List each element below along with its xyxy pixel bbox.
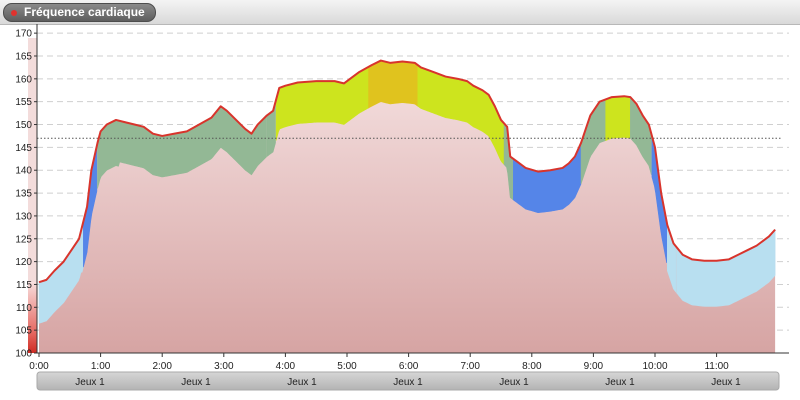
day-label: Jeux 1: [393, 377, 423, 388]
x-tick-label: 0:00: [29, 361, 49, 372]
x-tick-label: 3:00: [214, 361, 234, 372]
y-tick-label: 115: [16, 280, 32, 291]
zone-band: [513, 142, 582, 214]
y-tick-label: 165: [15, 51, 32, 62]
x-tick-label: 6:00: [399, 361, 419, 372]
x-tick-label: 7:00: [460, 361, 480, 372]
chart-title-pill[interactable]: Fréquence cardiaque: [3, 3, 156, 22]
y-tick-label: 110: [16, 303, 32, 314]
y-tick-label: 105: [15, 326, 32, 337]
y-tick-label: 130: [15, 211, 32, 222]
x-tick-label: 5:00: [337, 361, 357, 372]
y-tick-label: 125: [15, 234, 32, 245]
y-tick-label: 150: [15, 120, 32, 131]
x-tick-label: 2:00: [152, 361, 172, 372]
y-tick-label: 120: [15, 257, 32, 268]
day-label: Jeux 1: [499, 377, 529, 388]
x-tick-label: 9:00: [584, 361, 604, 372]
x-tick-label: 8:00: [522, 361, 542, 372]
day-label: Jeux 1: [711, 377, 741, 388]
x-tick-label: 10:00: [642, 361, 667, 372]
day-band: [36, 371, 780, 391]
chart-title-bar: Fréquence cardiaque: [0, 0, 800, 25]
day-label: Jeux 1: [605, 377, 635, 388]
day-label: Jeux 1: [181, 377, 211, 388]
zone-band: [368, 60, 419, 109]
zone-areas: [38, 60, 776, 353]
axes: 100 105 110 115 120 125 130 135 140 145 150 155 160 1…: [15, 24, 789, 391]
chart-title: Fréquence cardiaque: [24, 5, 145, 19]
y-tick-label: 155: [15, 97, 32, 108]
heart-rate-line-layer: [37, 59, 781, 284]
day-label: Jeux 1: [287, 377, 317, 388]
y-tick-label: 135: [15, 189, 32, 200]
red-dot-icon: [11, 10, 17, 16]
y-tick-label: 140: [15, 166, 32, 177]
y-tick-label: 145: [15, 143, 32, 154]
zone-band: [605, 95, 631, 141]
y-tick-label: 100: [15, 349, 32, 360]
x-tick-label: 1:00: [91, 361, 111, 372]
y-tick-label: 170: [15, 29, 32, 40]
day-label: Jeux 1: [75, 377, 105, 388]
heart-rate-line: [38, 59, 776, 284]
y-tick-label: 160: [15, 74, 32, 85]
level-bar-background: [28, 38, 37, 283]
x-tick-label: 11:00: [704, 361, 729, 372]
level-bar: [28, 282, 37, 353]
x-tick-label: 4:00: [276, 361, 296, 372]
